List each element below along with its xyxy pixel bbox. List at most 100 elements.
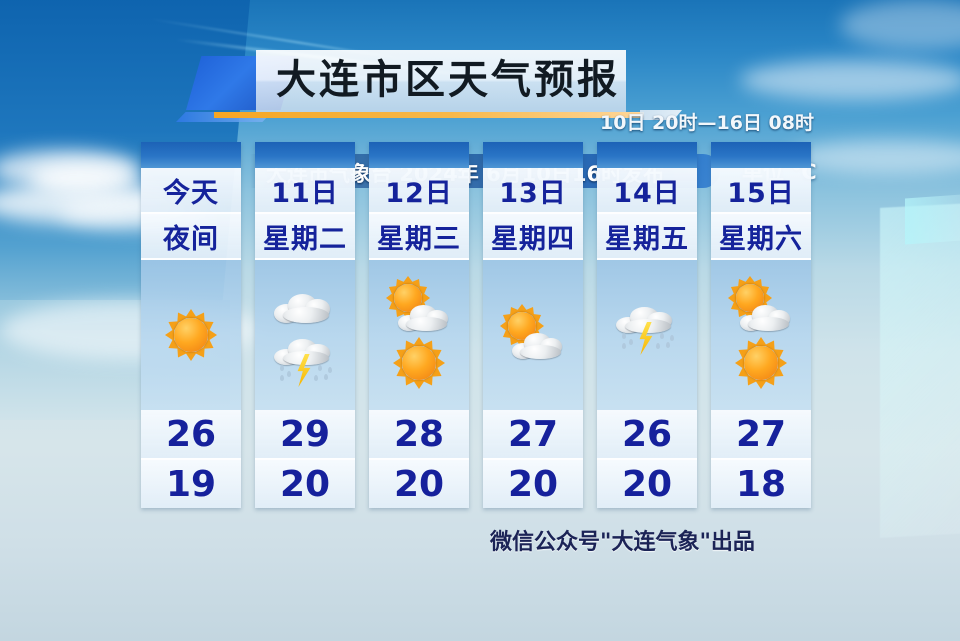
title-plate — [256, 50, 626, 112]
high-temperature-value: 29 — [279, 413, 331, 455]
day-date-cell: 13日 — [483, 168, 583, 214]
low-temperature-cell: 20 — [369, 460, 469, 508]
title-underline-cap — [640, 110, 682, 120]
weather-icon-sunny — [154, 305, 228, 365]
card-header-bar — [141, 142, 241, 168]
raindrop-icon — [280, 365, 284, 371]
high-temperature-value: 28 — [393, 413, 445, 455]
day-date-label: 15日 — [727, 177, 795, 209]
day-date-label: 11日 — [271, 177, 339, 209]
day-weather-icons — [711, 260, 811, 410]
day-weekday-cell: 星期四 — [483, 214, 583, 260]
raindrop-icon — [318, 365, 322, 371]
forecast-day-card[interactable]: 今天夜间 26 19 — [141, 142, 241, 508]
sun-disc — [744, 346, 778, 380]
low-temperature-value: 20 — [621, 463, 673, 505]
high-temperature-cell: 27 — [711, 410, 811, 460]
day-weather-icons — [255, 260, 355, 410]
cloud-icon — [274, 291, 336, 323]
low-temperature-cell: 19 — [141, 460, 241, 508]
raindrop-icon — [660, 333, 664, 339]
raindrop-icon — [629, 339, 633, 345]
cloud-decoration — [840, 0, 960, 50]
low-temperature-cell: 20 — [483, 460, 583, 508]
day-date-cell: 15日 — [711, 168, 811, 214]
card-header-bar — [483, 142, 583, 168]
high-temperature-value: 27 — [735, 413, 787, 455]
cloud-icon — [740, 303, 796, 331]
sun-icon — [154, 305, 228, 365]
raindrop-icon — [622, 333, 626, 339]
raindrop-icon — [670, 335, 674, 341]
day-weekday-label: 星期四 — [491, 223, 575, 255]
day-weather-icons — [141, 260, 241, 410]
high-temperature-value: 27 — [507, 413, 559, 455]
cloud-icon — [616, 305, 678, 333]
day-weekday-cell: 星期六 — [711, 214, 811, 260]
day-weekday-label: 星期三 — [377, 223, 461, 255]
low-temperature-value: 19 — [165, 463, 217, 505]
raindrop-icon — [324, 374, 328, 380]
day-date-cell: 11日 — [255, 168, 355, 214]
weather-icon-cloudy — [268, 281, 342, 333]
low-temperature-value: 20 — [507, 463, 559, 505]
low-temperature-cell: 20 — [597, 460, 697, 508]
day-weekday-label: 星期二 — [263, 223, 347, 255]
glass-panel-highlight — [905, 193, 960, 245]
forecast-columns: 今天 夜间 26 19 11日 星期二 29 20 12日 星期三 28 20 13日 星期四 27 20 14… — [141, 142, 831, 508]
forecast-day-card[interactable]: 11日星期二 29 20 — [255, 142, 355, 508]
card-header-bar — [369, 142, 469, 168]
raindrop-icon — [328, 367, 332, 373]
raindrop-icon — [666, 342, 670, 348]
sun-ray — [402, 276, 414, 284]
day-date-label: 13日 — [499, 177, 567, 209]
raindrop-icon — [656, 343, 660, 349]
forecast-day-card[interactable]: 15日星期六 27 18 — [711, 142, 811, 508]
forecast-day-card[interactable]: 12日星期三 28 20 — [369, 142, 469, 508]
high-temperature-cell: 26 — [141, 410, 241, 460]
credit-label: 微信公众号"大连气象"出品 — [490, 530, 755, 555]
low-temperature-cell: 20 — [255, 460, 355, 508]
day-date-label: 12日 — [385, 177, 453, 209]
weather-icon-partly-cloudy — [724, 275, 798, 333]
weather-icon-thunderstorm — [610, 305, 684, 365]
raindrop-icon — [280, 375, 284, 381]
weather-icon-partly-cloudy — [382, 275, 456, 333]
sun-icon — [496, 303, 570, 365]
cloud-icon — [512, 331, 568, 359]
day-date-cell: 12日 — [369, 168, 469, 214]
day-date-cell: 今天 — [141, 168, 241, 214]
day-date-cell: 14日 — [597, 168, 697, 214]
high-temperature-cell: 26 — [597, 410, 697, 460]
cloud-puff — [519, 345, 562, 359]
forecast-day-card[interactable]: 13日星期四 27 20 — [483, 142, 583, 508]
high-temperature-value: 26 — [621, 413, 673, 455]
weather-icon-thunderstorm — [268, 337, 342, 389]
glass-panel-decoration — [880, 202, 960, 538]
raindrop-icon — [314, 375, 318, 381]
high-temperature-value: 26 — [165, 413, 217, 455]
weather-icon-sunny — [382, 337, 456, 389]
low-temperature-value: 18 — [735, 463, 787, 505]
weather-icon-sunny — [724, 337, 798, 389]
forecast-period-label: 10日 20时—16日 08时 — [600, 112, 814, 134]
high-temperature-cell: 29 — [255, 410, 355, 460]
day-weather-icons — [369, 260, 469, 410]
low-temperature-cell: 18 — [711, 460, 811, 508]
cloud-decoration — [790, 140, 960, 174]
day-weekday-label: 夜间 — [163, 223, 219, 255]
cloud-puff — [747, 317, 790, 331]
sun-ray — [516, 304, 528, 312]
sun-disc — [402, 346, 436, 380]
low-temperature-value: 20 — [393, 463, 445, 505]
high-temperature-cell: 27 — [483, 410, 583, 460]
cloud-decoration — [740, 60, 960, 100]
day-weekday-label: 星期五 — [605, 223, 689, 255]
forecast-day-card[interactable]: 14日星期五 26 20 — [597, 142, 697, 508]
day-weekday-cell: 夜间 — [141, 214, 241, 260]
card-header-bar — [255, 142, 355, 168]
raindrop-icon — [287, 371, 291, 377]
low-temperature-value: 20 — [279, 463, 331, 505]
cloud-icon — [398, 303, 454, 331]
